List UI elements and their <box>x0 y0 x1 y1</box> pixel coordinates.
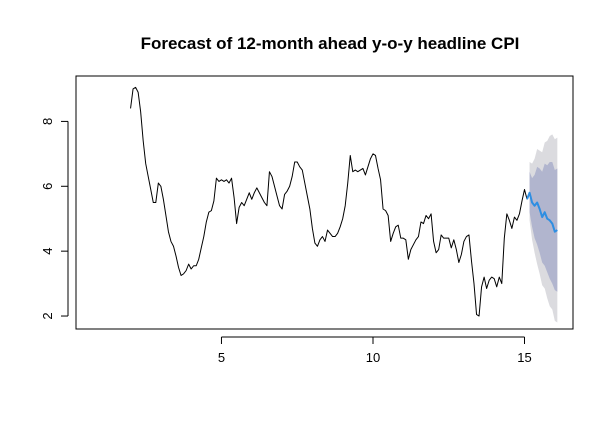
forecast-line <box>526 191 558 233</box>
history-line <box>130 86 528 317</box>
x-axis: 5 10 15 <box>218 336 532 365</box>
chart-title: Forecast of 12-month ahead y-o-y headlin… <box>141 34 520 53</box>
x-tick-label: 10 <box>366 350 380 365</box>
forecast-band-80 <box>529 161 558 292</box>
plot-frame <box>75 75 574 330</box>
y-tick-label: 6 <box>40 183 55 190</box>
y-tick-label: 4 <box>40 248 55 255</box>
y-tick-label: 2 <box>40 312 55 319</box>
y-axis: 2 4 6 8 <box>40 118 69 320</box>
forecast-bands <box>529 134 558 323</box>
series-lines <box>130 86 558 317</box>
x-tick-label: 15 <box>517 350 531 365</box>
x-tick-label: 5 <box>218 350 225 365</box>
y-tick-label: 8 <box>40 118 55 125</box>
